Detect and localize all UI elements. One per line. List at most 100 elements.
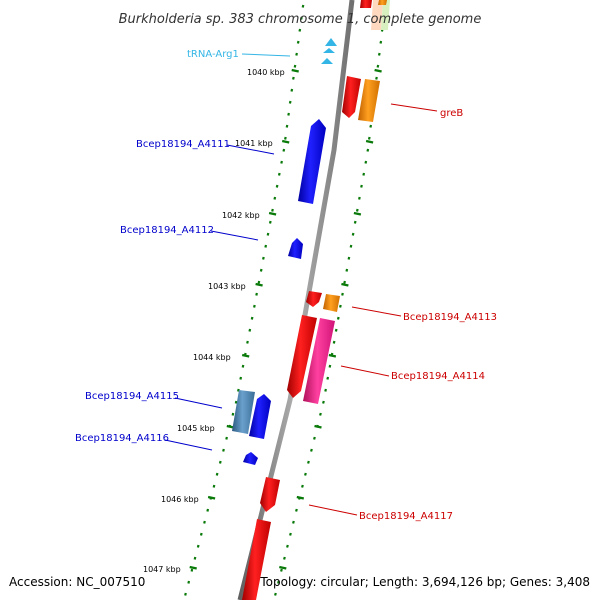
right-guide-dot [310, 448, 313, 452]
major-tick-right [328, 353, 337, 358]
right-guide-dot [367, 136, 371, 140]
gene-a4117-red[interactable] [260, 477, 280, 512]
trna-arg1-marker-1[interactable] [325, 38, 337, 46]
gene-a4112-blue[interactable] [288, 238, 303, 259]
gene-a4114-pink[interactable] [303, 318, 335, 404]
gene-greB[interactable] [342, 76, 361, 118]
label-a4111[interactable]: Bcep18194_A4111 [136, 139, 230, 150]
right-guide-dot [369, 124, 373, 128]
right-guide-dot [349, 244, 353, 248]
right-guide-dot [355, 208, 359, 212]
left-guide-dot [288, 100, 292, 104]
kbp-labels: 1040 kbp 1041 kbp 1042 kbp 1043 kbp 1044… [143, 68, 285, 574]
trna-arg1-marker-2[interactable] [323, 48, 335, 53]
gene-top-red[interactable] [360, 0, 372, 8]
right-guide-dot [280, 568, 283, 572]
left-guide-dot [292, 76, 295, 80]
topology-text: Topology: circular; Length: 3,694,126 bp… [259, 575, 590, 589]
label-a4116[interactable]: Bcep18194_A4116 [75, 433, 169, 444]
major-tick-right [279, 565, 287, 570]
gene-a4113-orange[interactable] [323, 294, 340, 312]
label-a4114[interactable]: Bcep18194_A4114 [391, 371, 485, 382]
major-tick-left [268, 211, 277, 216]
gene-a4113-red[interactable] [306, 291, 322, 307]
gene-top-faint-1[interactable] [371, 0, 383, 30]
left-guide-dot [203, 520, 206, 524]
right-guide-dot [332, 340, 336, 344]
right-guide-dot [353, 220, 357, 224]
left-guide-dot [231, 412, 235, 416]
leader-a4112 [210, 230, 259, 241]
reverse-strand-genes [232, 38, 337, 465]
left-guide-dot [239, 376, 243, 380]
left-guide-dot [282, 148, 286, 152]
gene-top-faint-2[interactable] [381, 0, 390, 30]
label-a4112[interactable]: Bcep18194_A4112 [120, 225, 214, 236]
right-guide-dot [379, 40, 383, 44]
right-guide-dot [292, 520, 295, 524]
major-tick-right [296, 495, 305, 500]
left-guide-dot [259, 268, 263, 272]
trna-arg1-marker-3[interactable] [321, 58, 333, 64]
left-guide-dot [280, 160, 283, 164]
kbp-label-1045: 1045 kbp [177, 424, 215, 433]
map-title: Burkholderia sp. 383 chromosome 1, compl… [119, 12, 482, 27]
left-guide-dot [196, 544, 200, 548]
gene-a4116-blue[interactable] [243, 452, 258, 465]
gene-a4111-blue[interactable] [298, 119, 326, 204]
leader-a4113 [351, 306, 402, 317]
kbp-label-1047: 1047 kbp [143, 565, 181, 574]
major-tick-right [353, 211, 362, 216]
left-guide-dot [295, 52, 298, 56]
left-guide-dot [262, 256, 265, 260]
label-greB[interactable]: greB [440, 108, 463, 119]
label-a4115[interactable]: Bcep18194_A4115 [85, 391, 179, 402]
right-guide-dot [360, 184, 363, 188]
gene-bottom-red[interactable] [242, 519, 271, 600]
major-tick-right [374, 68, 382, 73]
left-guide-dot [296, 40, 300, 44]
gene-a4115-steel[interactable] [232, 390, 255, 434]
right-guide-dot [274, 592, 277, 596]
leader-lines [164, 53, 438, 516]
label-a4117[interactable]: Bcep18194_A4117 [359, 511, 453, 522]
leader-a4116 [164, 439, 213, 451]
kbp-label-1041: 1041 kbp [235, 139, 273, 148]
right-guide-dot [339, 304, 342, 308]
label-trna-arg1[interactable]: tRNA-Arg1 [187, 49, 239, 60]
right-guide-dot [377, 52, 381, 56]
left-guide-dot [206, 508, 210, 512]
gene-top-orange[interactable] [378, 0, 387, 5]
right-guide-dot [347, 256, 351, 260]
left-guide-dot [237, 388, 240, 392]
left-guide-dot [300, 16, 303, 20]
left-guide-dot [298, 28, 302, 32]
label-a4113[interactable]: Bcep18194_A4113 [403, 312, 497, 323]
left-guide-dot [187, 580, 191, 584]
major-tick-left [189, 565, 197, 570]
gene-orange-near-greB[interactable] [358, 79, 380, 122]
major-tick-left [226, 424, 235, 429]
right-guide-dot [343, 280, 346, 284]
left-guide-dot [273, 196, 277, 200]
forward-strand-genes [242, 0, 390, 600]
gene-a4114-red[interactable] [287, 315, 317, 398]
major-tick-right [365, 139, 374, 144]
left-guide-dot [234, 400, 238, 404]
left-guide-dot [215, 472, 219, 476]
left-guide-dot [255, 292, 258, 296]
leader-trna-arg1 [241, 53, 291, 57]
right-guide-dot [286, 544, 289, 548]
left-guide-dot [190, 568, 194, 572]
gene-a4115-blue[interactable] [249, 394, 271, 439]
left-guide-dot [222, 448, 225, 452]
kbp-label-1043: 1043 kbp [208, 282, 246, 291]
kbp-label-1040: 1040 kbp [247, 68, 285, 77]
right-guide-dot [326, 376, 330, 380]
left-guide-dot [275, 184, 279, 188]
right-guide-dot [277, 580, 280, 584]
leader-a4117 [308, 504, 358, 516]
right-guide-dot [307, 460, 310, 464]
right-guide-dot [362, 172, 366, 176]
